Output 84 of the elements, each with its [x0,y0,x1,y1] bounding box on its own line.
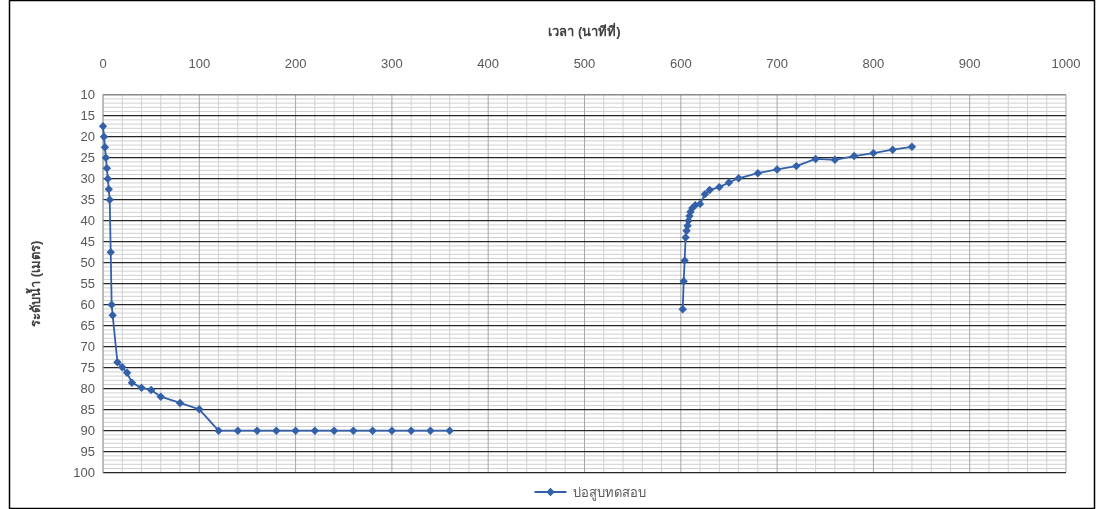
point [734,174,743,183]
point [99,132,109,141]
y-tick-label: 100 [73,465,95,481]
point [792,161,801,171]
y-tick-label: 10 [80,87,95,103]
point [715,182,724,192]
x-tick-label: 300 [381,56,403,71]
point [137,383,146,393]
point [907,142,917,151]
point [888,145,897,154]
y-tick-label: 70 [80,339,95,355]
y-tick-label: 80 [80,381,95,397]
y-tick-label: 20 [80,129,95,145]
x-tick-label: 500 [573,56,596,71]
point [680,256,689,265]
point [107,300,116,309]
point [106,248,115,257]
y-tick-label: 55 [80,276,95,292]
point [233,426,243,435]
point [329,426,339,435]
point [113,358,122,367]
point [849,151,859,161]
x-tick-label: 0 [99,56,107,71]
y-tick-label: 75 [80,360,95,376]
point [122,368,132,377]
point [108,311,117,320]
point [101,153,111,162]
y-tick-label: 60 [80,297,95,313]
point [445,426,454,435]
point [156,392,165,401]
y-tick-label: 15 [80,108,95,124]
point [104,185,113,194]
point [127,378,137,388]
point [252,426,262,435]
y-tick-label: 50 [80,255,95,271]
point [406,426,416,435]
point [679,276,688,286]
point [678,305,687,314]
point [146,385,156,395]
y-tick-label: 90 [80,423,95,439]
y-tick-label: 85 [80,402,95,418]
point [272,426,281,435]
y-tick-label: 95 [80,444,95,460]
x-tick-label: 900 [958,56,981,71]
point [175,398,185,408]
y-tick-label: 35 [80,192,95,208]
point [214,426,223,435]
point [349,426,358,435]
point [705,185,714,195]
point [681,233,690,242]
x-tick-label: 200 [284,56,307,71]
point [368,426,377,435]
point [811,154,820,164]
point [869,148,878,158]
y-tick-label: 40 [80,213,95,229]
y-tick-label: 65 [80,318,95,334]
point [700,190,710,199]
point [118,363,127,372]
y-tick-label: 25 [80,150,95,166]
y-tick-label: 45 [80,234,95,250]
point [387,426,397,435]
point [830,155,840,164]
x-tick-label: 700 [766,56,788,71]
point [105,195,114,204]
point [291,426,300,435]
point [310,426,320,435]
point [195,405,204,414]
point [753,169,763,178]
point [102,164,112,173]
point [724,178,734,187]
x-tick-label: 400 [477,56,500,71]
legend-label: บ่อสูบทดสอบ [572,485,646,501]
x-tick-label: 1000 [1051,56,1081,71]
point [772,165,782,174]
x-tick-label: 600 [669,56,692,71]
x-axis-title: เวลา (นาทีที่) [548,22,621,39]
point [426,426,435,435]
x-tick-label: 800 [862,56,885,71]
point [100,143,110,152]
y-tick-label: 30 [80,171,95,187]
point [103,174,113,183]
y-axis-title: ระดับน้ำ (เมตร) [25,240,43,327]
point [98,122,108,131]
x-tick-label: 100 [188,56,211,71]
